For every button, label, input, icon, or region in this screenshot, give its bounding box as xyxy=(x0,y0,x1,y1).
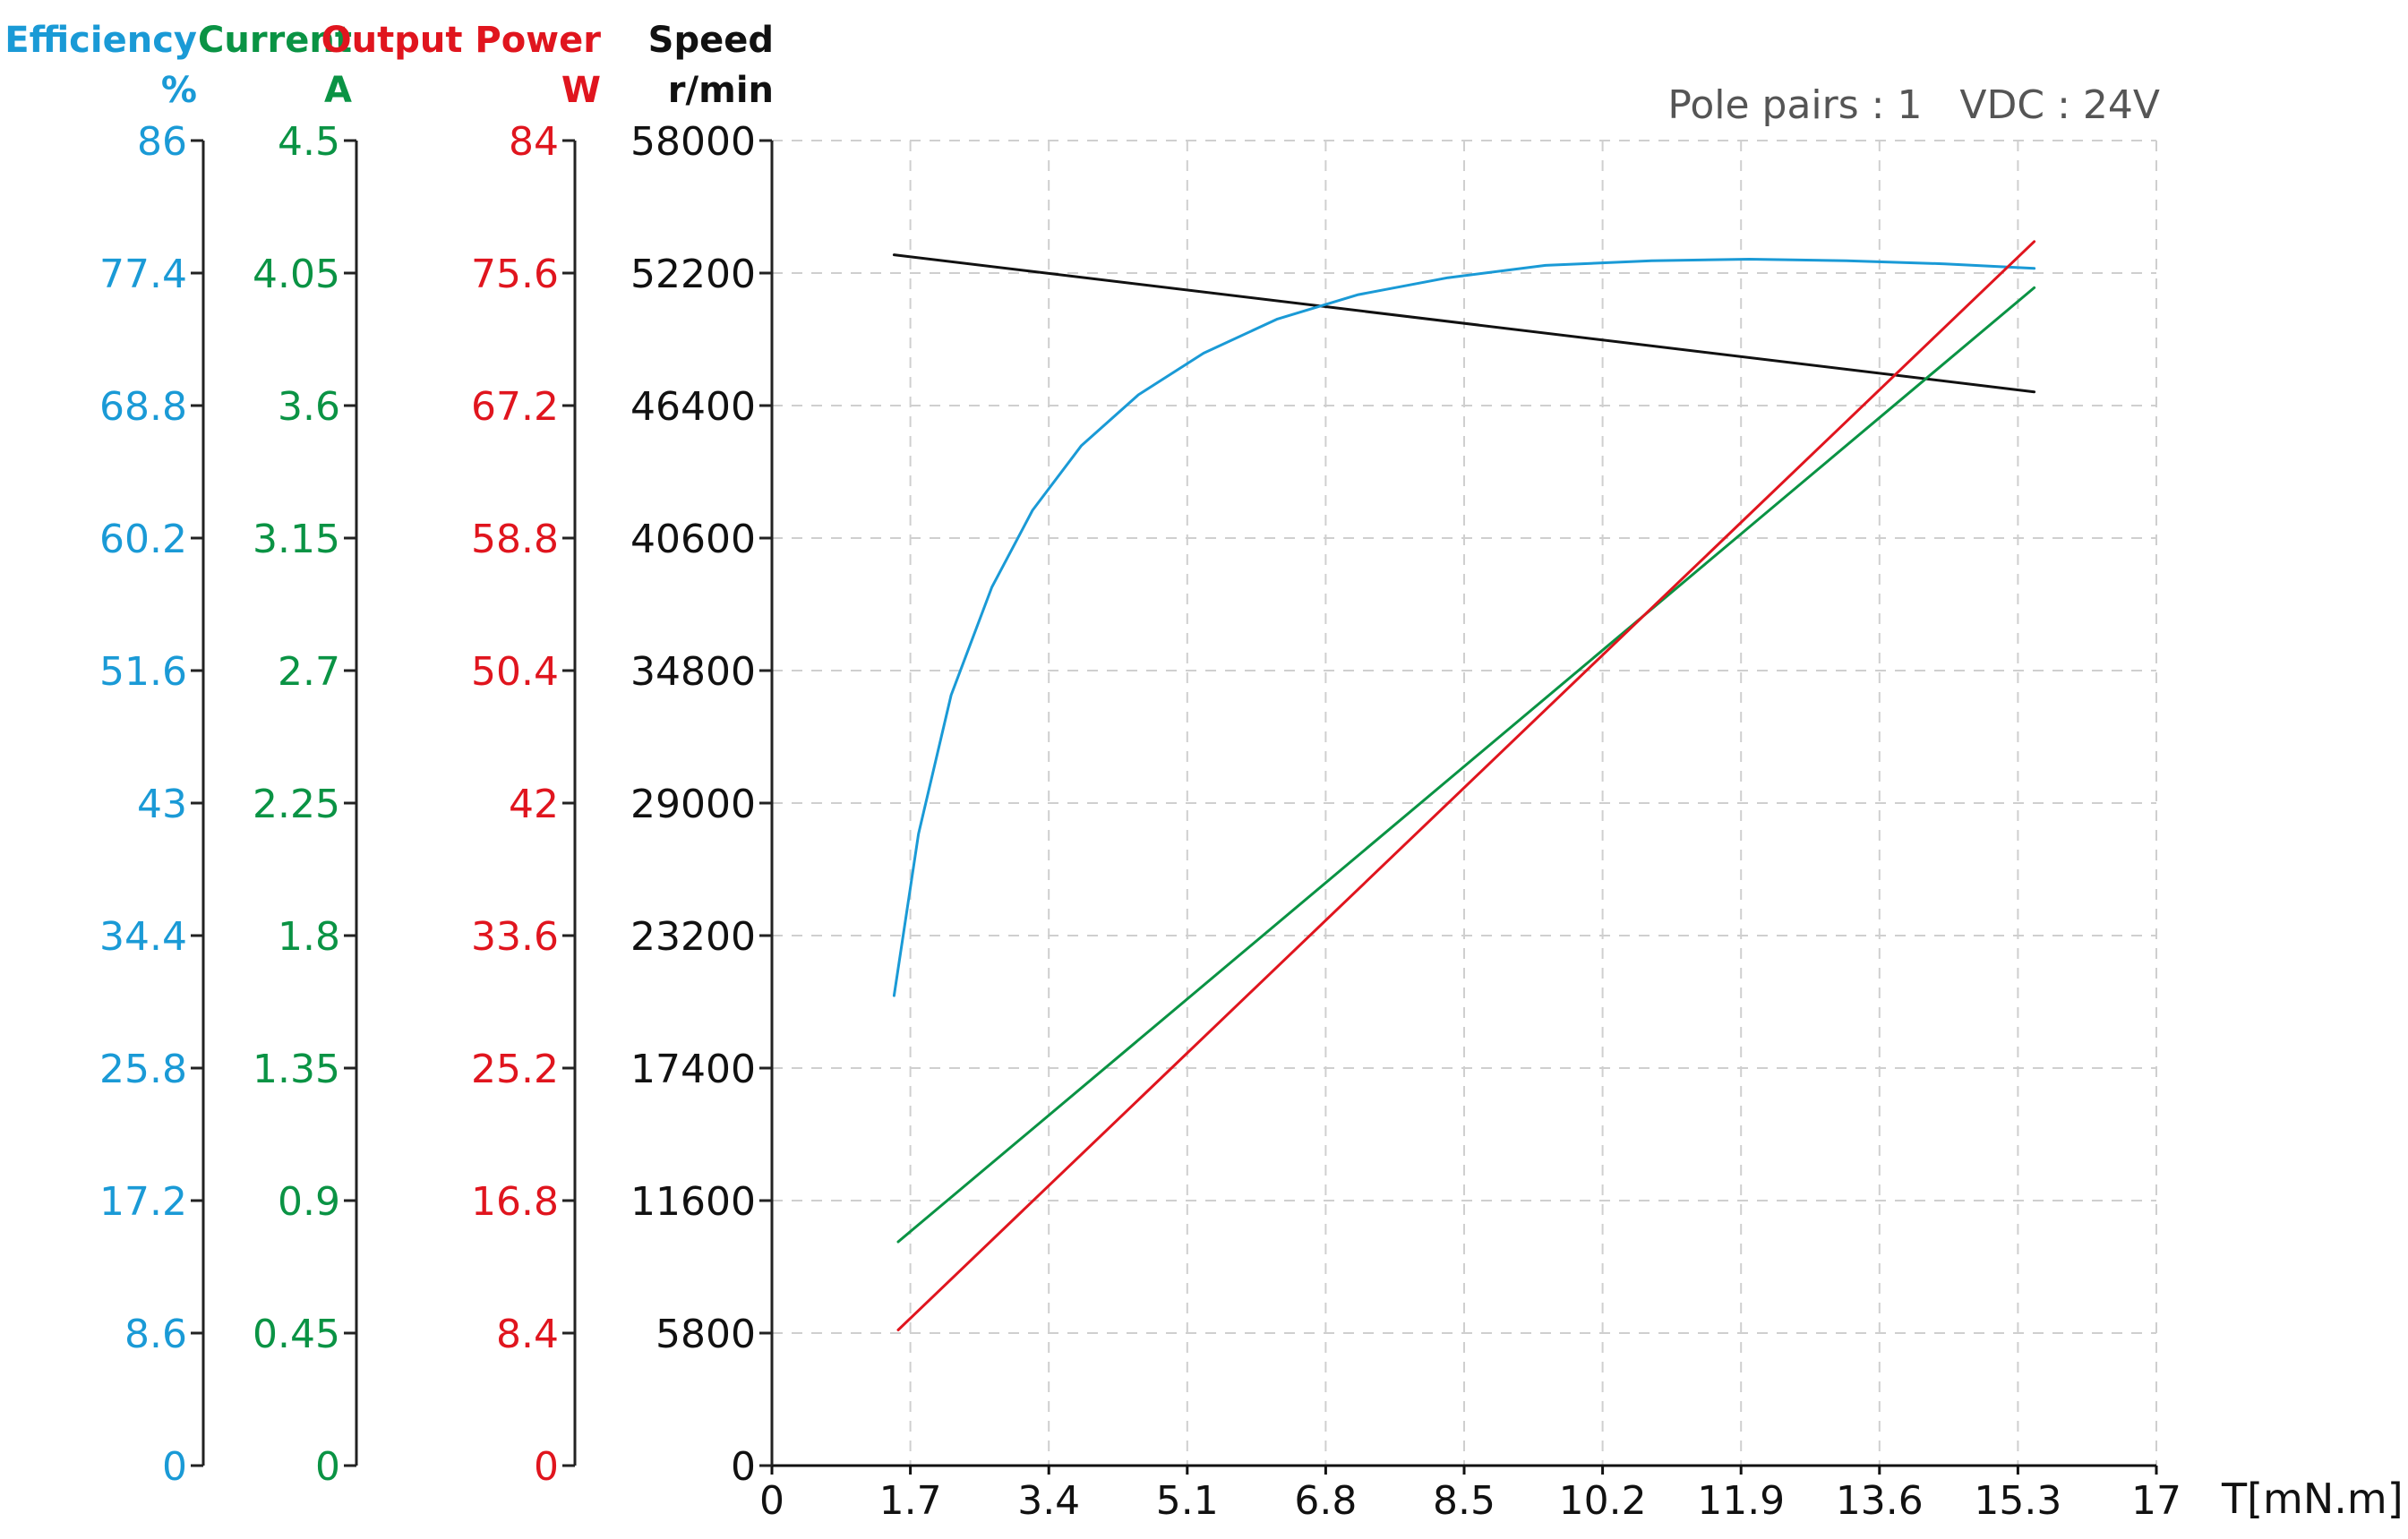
power-tick-label: 8.4 xyxy=(496,1312,559,1357)
speed-tick-label: 46400 xyxy=(630,384,756,430)
current-tick-label: 2.7 xyxy=(278,649,340,695)
efficiency-tick-label: 17.2 xyxy=(99,1179,187,1225)
power-tick-label: 75.6 xyxy=(471,252,559,297)
speed-tick-label: 29000 xyxy=(630,782,756,827)
power-axis-title: Output Power xyxy=(321,20,602,61)
efficiency-tick-label: 77.4 xyxy=(99,252,187,297)
x-tick-label: 3.4 xyxy=(1017,1478,1080,1524)
efficiency-tick-label: 25.8 xyxy=(99,1047,187,1092)
x-tick-label: 1.7 xyxy=(879,1478,942,1524)
current-tick-label: 2.25 xyxy=(253,782,340,827)
efficiency-tick-label: 43 xyxy=(137,782,187,827)
speed-tick-label: 52200 xyxy=(630,252,756,297)
x-tick-label: 8.5 xyxy=(1433,1478,1495,1524)
power-series-line xyxy=(896,240,2036,1331)
speed-tick-label: 34800 xyxy=(630,649,756,695)
speed-series-line xyxy=(892,253,2036,394)
speed-axis-unit: r/min xyxy=(668,70,774,111)
efficiency-tick-label: 86 xyxy=(137,119,187,165)
current-tick-label: 3.15 xyxy=(253,517,340,562)
chart-annotation: Pole pairs : 1 VDC : 24V xyxy=(1667,82,2160,128)
speed-tick-label: 5800 xyxy=(656,1312,756,1357)
efficiency-tick-label: 34.4 xyxy=(99,914,187,960)
efficiency-tick-label: 60.2 xyxy=(99,517,187,562)
current-tick-label: 0 xyxy=(315,1444,340,1490)
current-series-line xyxy=(896,286,2036,1244)
speed-tick-label: 11600 xyxy=(630,1179,756,1225)
x-tick-label: 5.1 xyxy=(1156,1478,1219,1524)
current-tick-label: 0.9 xyxy=(278,1179,340,1225)
efficiency-tick-label: 68.8 xyxy=(99,384,187,430)
power-axis-unit: W xyxy=(561,70,601,111)
x-axis-label: T[mN.m] xyxy=(2221,1475,2404,1523)
efficiency-tick-label: 0 xyxy=(162,1444,187,1490)
x-tick-label: 10.2 xyxy=(1559,1478,1647,1524)
speed-tick-label: 23200 xyxy=(630,914,756,960)
efficiency-tick-label: 8.6 xyxy=(124,1312,187,1357)
speed-tick-label: 0 xyxy=(731,1444,756,1490)
power-tick-label: 50.4 xyxy=(471,649,559,695)
current-tick-label: 4.5 xyxy=(278,119,340,165)
efficiency-axis-title: Efficiency xyxy=(4,20,197,61)
x-tick-label: 13.6 xyxy=(1836,1478,1924,1524)
power-tick-label: 42 xyxy=(509,782,559,827)
grid xyxy=(772,140,2157,1466)
labels: 0 1.7 3.4 5.1 6.8 8.5 10.2 11.9 13.6 15.3 17 0 8.6 17… xyxy=(4,20,2181,1524)
current-tick-label: 4.05 xyxy=(253,252,340,297)
power-tick-label: 67.2 xyxy=(471,384,559,430)
x-tick-label: 0 xyxy=(759,1478,784,1524)
x-tick-label: 11.9 xyxy=(1697,1478,1785,1524)
speed-tick-label: 58000 xyxy=(630,119,756,165)
axes xyxy=(191,139,2158,1475)
speed-axis-title: Speed xyxy=(648,20,774,61)
power-tick-label: 0 xyxy=(534,1444,559,1490)
power-tick-label: 16.8 xyxy=(471,1179,559,1225)
x-tick-label: 17 xyxy=(2131,1478,2181,1524)
speed-tick-label: 40600 xyxy=(630,517,756,562)
power-tick-label: 58.8 xyxy=(471,517,559,562)
power-tick-label: 33.6 xyxy=(471,914,559,960)
current-tick-label: 1.35 xyxy=(253,1047,340,1092)
x-tick-label: 15.3 xyxy=(1974,1478,2061,1524)
speed-tick-label: 17400 xyxy=(630,1047,756,1092)
efficiency-tick-label: 51.6 xyxy=(99,649,187,695)
current-axis-title: Current xyxy=(198,20,352,61)
power-tick-label: 25.2 xyxy=(471,1047,559,1092)
efficiency-series-line xyxy=(892,258,2036,997)
current-tick-label: 0.45 xyxy=(253,1312,340,1357)
current-tick-label: 3.6 xyxy=(278,384,340,430)
series xyxy=(892,240,2036,1331)
x-tick-label: 6.8 xyxy=(1294,1478,1357,1524)
efficiency-axis-unit: % xyxy=(161,70,197,111)
current-axis-unit: A xyxy=(324,70,352,111)
power-tick-label: 84 xyxy=(509,119,559,165)
current-tick-label: 1.8 xyxy=(278,914,340,960)
